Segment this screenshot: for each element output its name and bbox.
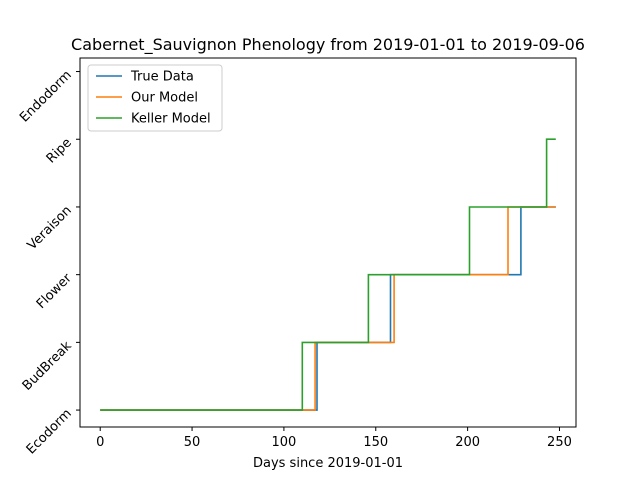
plot-lines — [100, 138, 556, 411]
x-tick-label-1: 50 — [184, 435, 201, 450]
x-tick-label-4: 200 — [455, 435, 480, 450]
x-axis-title: Days since 2019-01-01 — [253, 456, 403, 471]
legend-frame — [87, 64, 223, 132]
x-tick-label-2: 100 — [271, 435, 296, 450]
series-line-0 — [100, 206, 556, 411]
legend: True Data Our Model Keller Model — [87, 64, 223, 132]
y-tick-label-2: Flower — [34, 270, 75, 311]
x-tick-label-0: 0 — [96, 435, 104, 450]
x-tick-label-3: 150 — [363, 435, 388, 450]
x-axis: 0 50 100 150 200 250 — [96, 427, 572, 450]
y-tick-label-4: Ripe — [44, 135, 75, 166]
y-tick-label-5: Endodorm — [17, 68, 75, 126]
x-tick-label-5: 250 — [547, 435, 572, 450]
y-axis: Ecodorm BudBreak Flower Veraison Ripe Endodor… — [17, 68, 80, 457]
y-tick-label-3: Veraison — [25, 203, 75, 253]
series-line-1 — [100, 206, 556, 411]
chart-title: Cabernet_Sauvignon Phenology from 2019-0… — [71, 35, 585, 55]
legend-label-0: True Data — [130, 70, 194, 85]
plot-frame — [79, 57, 577, 428]
y-tick-label-0: Ecodorm — [24, 406, 75, 457]
legend-label-2: Keller Model — [131, 112, 211, 127]
legend-label-1: Our Model — [131, 91, 198, 106]
y-tick-label-1: BudBreak — [20, 338, 75, 393]
series-line-2 — [100, 138, 556, 411]
